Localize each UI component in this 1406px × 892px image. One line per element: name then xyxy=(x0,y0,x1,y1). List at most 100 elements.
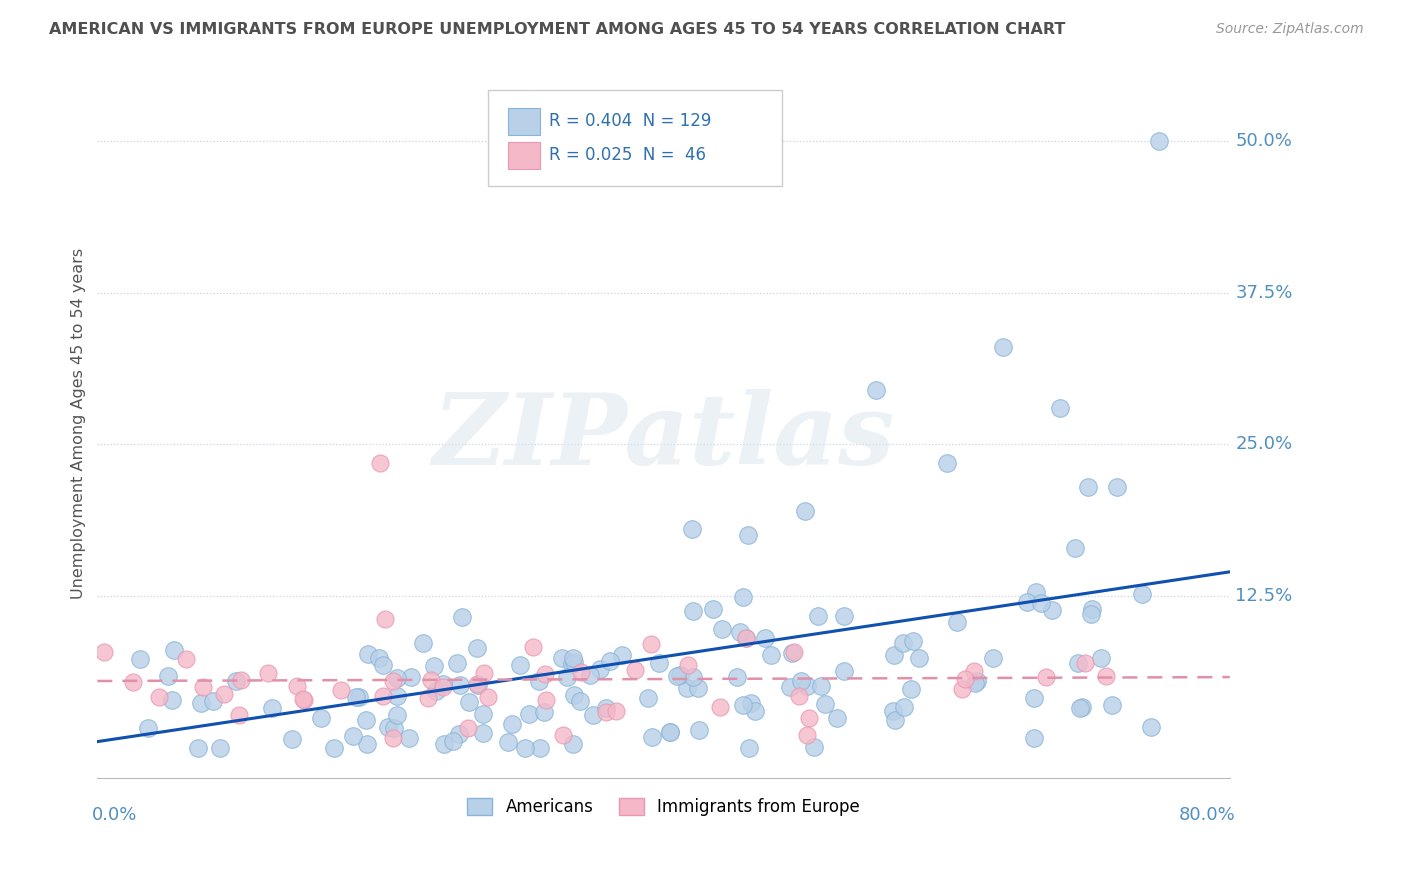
Point xyxy=(562,688,585,702)
Text: 12.5%: 12.5% xyxy=(1236,587,1292,605)
Point xyxy=(501,716,523,731)
Point xyxy=(688,681,710,695)
Point xyxy=(377,720,399,734)
Point xyxy=(370,456,392,470)
Point xyxy=(893,636,915,650)
Point xyxy=(790,673,813,688)
Text: Source: ZipAtlas.com: Source: ZipAtlas.com xyxy=(1216,22,1364,37)
Point xyxy=(330,682,353,697)
Text: ZIPatlas: ZIPatlas xyxy=(433,389,894,486)
Point xyxy=(228,708,250,723)
Point xyxy=(517,706,540,721)
Point xyxy=(344,690,367,705)
Point xyxy=(477,690,499,704)
Point xyxy=(731,590,754,604)
Legend: Americans, Immigrants from Europe: Americans, Immigrants from Europe xyxy=(461,791,866,823)
Point xyxy=(385,671,408,685)
Point xyxy=(1073,656,1095,670)
Point xyxy=(901,633,924,648)
Point xyxy=(465,641,488,656)
Point xyxy=(946,615,969,629)
Point xyxy=(309,711,332,725)
Point xyxy=(1132,587,1154,601)
Point xyxy=(1105,480,1128,494)
Point xyxy=(342,729,364,743)
Point xyxy=(682,604,704,618)
Point xyxy=(737,740,759,755)
Point xyxy=(529,740,551,755)
Point xyxy=(450,610,472,624)
Point xyxy=(441,734,464,748)
Point xyxy=(412,635,434,649)
Point xyxy=(810,679,832,693)
Point xyxy=(513,740,536,755)
Point xyxy=(202,694,225,708)
Point xyxy=(595,700,617,714)
Point xyxy=(458,695,481,709)
Point xyxy=(432,677,454,691)
Point xyxy=(1049,401,1071,416)
Point xyxy=(174,651,197,665)
Point xyxy=(449,678,471,692)
Y-axis label: Unemployment Among Ages 45 to 54 years: Unemployment Among Ages 45 to 54 years xyxy=(72,248,86,599)
Point xyxy=(467,678,489,692)
Text: 37.5%: 37.5% xyxy=(1236,284,1292,301)
Point xyxy=(803,740,825,755)
Point xyxy=(779,680,801,694)
Point xyxy=(1101,698,1123,712)
Point xyxy=(129,652,152,666)
Point xyxy=(1090,650,1112,665)
Point xyxy=(561,651,583,665)
Point xyxy=(1077,480,1099,494)
Point xyxy=(666,669,689,683)
Point xyxy=(950,682,973,697)
Point xyxy=(1067,656,1090,670)
Point xyxy=(640,637,662,651)
Point xyxy=(883,648,905,663)
Point xyxy=(472,665,495,680)
Point xyxy=(356,737,378,751)
Point xyxy=(648,656,671,670)
Text: 25.0%: 25.0% xyxy=(1236,435,1292,453)
Point xyxy=(472,706,495,721)
Point xyxy=(209,740,232,755)
Point xyxy=(807,609,830,624)
Point xyxy=(568,694,591,708)
Point xyxy=(744,705,766,719)
Point xyxy=(433,737,456,751)
Text: R = 0.404  N = 129: R = 0.404 N = 129 xyxy=(550,112,711,130)
Point xyxy=(398,731,420,745)
Point xyxy=(962,664,984,678)
Text: 0.0%: 0.0% xyxy=(91,806,136,824)
Point xyxy=(735,631,758,645)
Point xyxy=(1029,596,1052,610)
Point xyxy=(605,704,627,718)
Point xyxy=(385,689,408,703)
Point xyxy=(285,679,308,693)
Bar xyxy=(509,108,540,135)
Point xyxy=(1080,602,1102,616)
Point xyxy=(399,670,422,684)
Point xyxy=(1035,670,1057,684)
Point xyxy=(472,726,495,740)
Point xyxy=(953,672,976,686)
Point xyxy=(589,662,612,676)
Point xyxy=(581,708,603,723)
Point xyxy=(214,687,236,701)
Point xyxy=(659,725,682,739)
Point xyxy=(148,690,170,704)
Point xyxy=(555,670,578,684)
Point xyxy=(796,679,818,693)
Point xyxy=(783,645,806,659)
Point xyxy=(668,668,690,682)
Text: 50.0%: 50.0% xyxy=(1236,132,1292,150)
Point xyxy=(682,671,704,685)
Point xyxy=(529,673,551,688)
Point xyxy=(136,721,159,735)
Point xyxy=(262,701,284,715)
Point xyxy=(425,684,447,698)
Point xyxy=(190,696,212,710)
Point xyxy=(534,667,557,681)
Point xyxy=(731,698,754,713)
Point xyxy=(578,668,600,682)
